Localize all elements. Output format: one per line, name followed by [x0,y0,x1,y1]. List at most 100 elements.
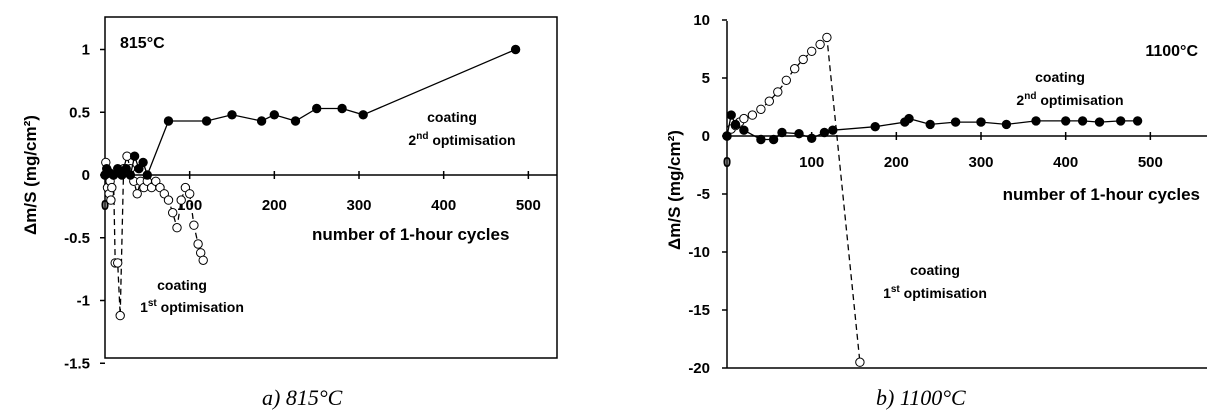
data-point-second [768,134,779,145]
y-tick-label: -10 [688,244,710,261]
data-point-second [828,125,838,135]
series-line-first [726,35,861,363]
data-point-second [312,103,322,114]
data-point-second [163,116,174,126]
data-point-second [756,134,766,145]
data-point-second [1132,116,1143,126]
data-point-first [790,64,800,74]
data-point-second [269,110,279,120]
chart-panel-815: 10.50-0.5-1-1.5 0 100 200 300 400 500 815°C n… [21,16,558,372]
data-point-second [1001,119,1012,130]
annotation-coating: coating [157,277,207,293]
data-point-first [168,208,178,218]
data-point-first [855,357,865,367]
data-point-second [794,129,804,139]
data-point-second [950,117,961,127]
data-point-first [822,32,832,43]
x-tick-label: 500 [1138,154,1163,171]
series-layer [100,44,521,321]
y-tick-label: 0 [82,167,90,184]
data-point-second [1061,116,1071,126]
y-tick-labels: 10 5 0 -5 -10 -15 -20 [688,12,727,377]
data-point-second [777,127,787,138]
data-point-second [976,117,986,127]
data-point-first [189,220,199,230]
data-point-second [142,170,153,180]
data-point-second [730,119,741,130]
series-layer [722,32,1143,367]
y-tick-label: 5 [702,70,710,87]
y-tick-label: 0 [702,128,710,145]
y-tick-label: -1 [77,293,90,310]
data-point-first [198,255,208,265]
x-tick-label: 100 [799,154,824,171]
data-point-second [807,133,817,144]
x-tick-label: 400 [431,197,456,214]
y-tick-labels: 1 0.5 0 -0.5 -1 -1.5 [64,42,105,372]
data-point-first [739,113,749,124]
data-point-first [747,110,758,120]
x-tick-label: 200 [262,197,287,214]
x-axis-label: number of 1-hour cycles [1003,185,1200,204]
y-tick-label: -1.5 [64,355,90,372]
data-point-second [1031,116,1041,126]
data-point-second [510,44,521,55]
data-point-first [113,258,123,268]
x-tick-label: 0 [101,197,109,214]
y-tick-label: -20 [688,360,710,377]
data-point-second [722,131,732,141]
chart-title: 815°C [120,35,165,52]
data-point-first [798,54,808,65]
annotation-second-optimisation: 2nd optimisation [1016,91,1123,108]
x-tick-labels: 0 100 200 300 400 500 [723,132,1163,171]
x-axis-label: number of 1-hour cycles [312,225,509,244]
data-point-second [227,110,237,120]
y-tick-label: -0.5 [64,230,90,247]
data-point-first [176,195,186,205]
data-point-first [132,189,142,199]
data-point-second [129,151,140,161]
data-point-first [756,104,766,115]
annotation-coating: coating [427,109,477,125]
annotation-first-optimisation: 1st optimisation [140,298,244,315]
data-point-second [125,170,136,180]
data-point-second [138,157,148,168]
data-point-first [185,189,195,199]
data-point-first [193,239,203,249]
caption-b: b) 1100°C [876,385,966,410]
data-point-second [1094,117,1105,127]
annotation-first-optimisation: 1st optimisation [883,284,987,301]
data-point-first [115,310,125,321]
y-axis-label: Δm/S (mg/cm²) [665,130,684,250]
x-tick-label: 0 [723,154,731,171]
annotation-coating: coating [1035,69,1085,85]
x-tick-label: 300 [968,154,993,171]
data-point-second [819,127,830,138]
data-point-second [1116,116,1126,126]
y-axis-label: Δm/S (mg/cm²) [21,115,40,235]
data-point-second [1077,116,1088,126]
y-tick-label: -5 [697,186,710,203]
data-point-first [764,96,774,106]
annotation-second-optimisation: 2nd optimisation [408,131,515,148]
x-tick-label: 400 [1053,154,1078,171]
data-point-first [172,223,182,233]
y-tick-label: 10 [693,12,710,29]
data-point-second [870,122,880,132]
data-point-second [337,103,347,114]
data-point-second [358,110,368,120]
data-point-second [726,110,736,120]
data-point-first [807,46,817,56]
x-tick-label: 500 [516,197,541,214]
caption-a: a) 815°C [262,385,343,410]
chart-title: 1100°C [1145,43,1198,60]
data-point-second [739,125,749,135]
data-point-second [290,116,301,126]
data-point-second [925,119,935,130]
x-tick-label: 200 [884,154,909,171]
data-point-first [781,75,791,86]
y-tick-label: 0.5 [69,104,90,121]
data-point-first [163,195,174,205]
